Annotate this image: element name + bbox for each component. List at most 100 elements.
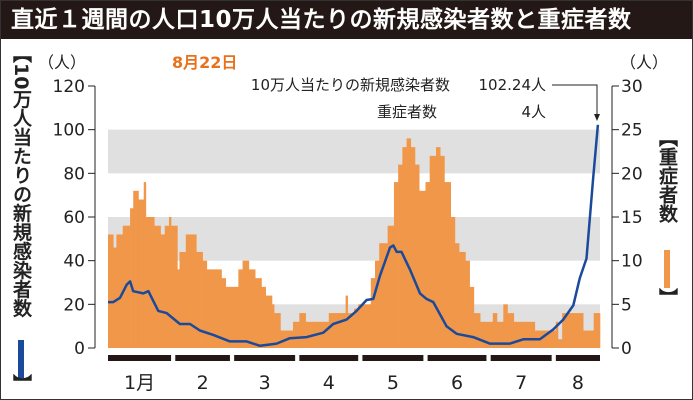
right-axis-label-close: 】 [656,288,678,307]
severe-bar [503,304,508,348]
severe-bar [196,251,203,348]
month-label: 6 [451,372,463,394]
severe-bar [406,138,412,348]
severe-bar [534,330,557,348]
severe-bar [143,182,147,348]
infection-line [108,124,600,348]
annotation-severe-value: 4人 [521,103,546,121]
severe-bar [347,313,355,348]
severe-bar [145,217,155,348]
annotation-infection-label: 10万人当たりの新規感染者数 [251,76,450,94]
severe-bar [429,155,437,348]
severe-bar [436,147,441,348]
left-tick-label: 40 [63,252,85,272]
severe-bar [562,313,584,348]
month-label: 7 [515,372,527,394]
severe-bar [419,190,426,348]
severe-bar [248,269,256,348]
month-label: 1月 [124,372,155,394]
grid-band [108,129,600,174]
severe-bar [206,269,222,348]
severe-bar [387,225,395,348]
severe-bar [242,260,250,348]
right-axis-unit: （人） [620,53,668,72]
severe-bar [274,313,281,348]
severe-bar [469,286,475,348]
severe-bar [557,339,563,348]
left-axis-label-close: 】 [10,374,32,393]
severe-bar [154,225,161,348]
severe-bar [293,321,300,348]
severe-bar [513,321,536,348]
severe-bar [328,313,346,348]
right-tick-label: 30 [621,77,643,97]
severe-bar [164,225,170,348]
severe-bar [465,260,470,348]
severe-bar [459,251,466,348]
severe-bar [507,313,515,348]
severe-bar [473,313,481,348]
right-axis-label: 【重症者数 [656,128,678,223]
severe-bar [108,234,114,348]
severe-bar [450,217,456,348]
severe-bar [555,321,559,348]
month-bar [490,355,552,361]
severe-bar [265,295,273,348]
severe-bar [113,247,117,348]
annotation-arrowhead [594,114,600,121]
severe-bar [138,199,145,348]
right-tick-label: 25 [621,121,643,141]
bar-legend-mark [664,250,670,288]
month-label: 5 [387,372,399,394]
severe-bar [221,278,227,348]
severe-bar [414,164,420,348]
severe-bar [272,304,275,348]
month-label: 8 [572,372,584,394]
left-tick-label: 120 [53,77,85,97]
month-label: 2 [197,372,209,394]
month-bar [555,355,600,361]
right-tick-label: 5 [621,295,632,315]
severe-bar [454,243,460,348]
severe-bar [255,278,262,348]
severe-bar [370,278,376,348]
severe-bar [354,308,359,348]
month-label: 4 [323,372,335,394]
severe-bar [583,330,594,348]
right-tick-label: 0 [621,339,632,359]
month-bar [362,355,424,361]
left-tick-label: 80 [63,164,85,184]
annotation-infection-value: 102.24人 [479,76,547,94]
severe-bar [345,295,348,348]
severe-bar [440,155,445,348]
severe-bar [379,243,388,348]
annotation-leader-line [552,84,598,116]
month-bar [234,355,296,361]
severe-bar [225,286,239,348]
annotation-severe-label: 重症者数 [377,103,437,121]
right-tick-label: 20 [621,164,643,184]
severe-bar [398,164,403,348]
left-tick-label: 20 [63,295,85,315]
severe-bar [299,313,306,348]
month-bar [108,355,172,361]
severe-bar [393,182,399,348]
severe-bar [593,313,601,348]
severe-bar [160,234,166,348]
chart-title: 直近１週間の人口10万人当たりの新規感染者数と重症者数 [1,1,692,39]
month-bar [175,355,230,361]
severe-bar [410,147,416,348]
severe-bar [130,208,134,348]
severe-bar [116,234,124,348]
left-axis-unit: （人） [38,53,86,72]
severe-bar [179,251,187,348]
severe-bar [444,182,452,348]
severe-bar [261,286,266,348]
left-axis-label: 【10万人当たりの新規感染者数 [10,44,32,318]
severe-bar [496,321,504,348]
severe-bar [185,234,197,348]
severe-bar [133,190,139,348]
severe-bar [492,313,498,348]
left-tick-label: 60 [63,208,85,228]
